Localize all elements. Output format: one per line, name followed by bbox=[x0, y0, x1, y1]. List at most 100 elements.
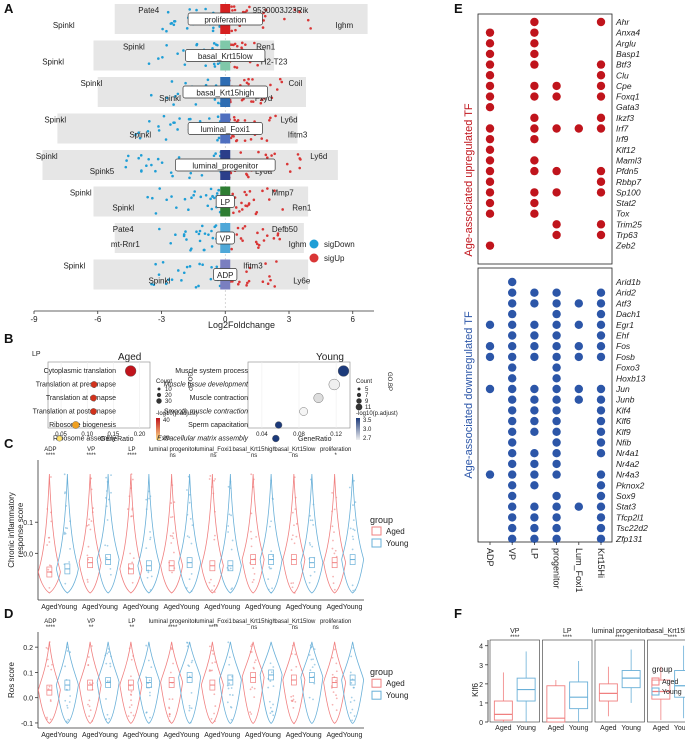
go-term-dot bbox=[328, 378, 340, 391]
volcano-point bbox=[203, 248, 206, 252]
violin-x-tick-label: Young bbox=[139, 732, 159, 739]
violin-jitter-point bbox=[106, 480, 109, 483]
volcano-point bbox=[266, 187, 269, 190]
volcano-point bbox=[161, 27, 164, 31]
tf-down-dot bbox=[596, 481, 606, 490]
tf-up-dot bbox=[596, 81, 606, 91]
violin-jitter-point bbox=[210, 486, 213, 488]
klf6-y-tick-label: 1 bbox=[479, 701, 483, 708]
violin-jitter-point bbox=[229, 487, 232, 490]
violin-shape bbox=[241, 473, 265, 594]
violin-jitter-point bbox=[309, 543, 312, 546]
volcano-point bbox=[204, 7, 207, 11]
violin-jitter-point bbox=[130, 658, 133, 661]
tf-down-dot bbox=[552, 406, 561, 415]
violin-jitter-point bbox=[107, 647, 110, 650]
group-name-label: proliferation bbox=[204, 16, 246, 25]
go-legend-count-title: Count bbox=[356, 379, 372, 385]
go-term-label: Smooth muscle contraction bbox=[164, 409, 249, 416]
volcano-panel: Log2Foldchange sigDown sigUp -9 -6 -3 0 3 6 Pa… bbox=[30, 2, 374, 330]
go-term-label: Sperm capacitation bbox=[188, 422, 248, 429]
go-legend-color-title: -log10(p.adjust) bbox=[156, 411, 198, 417]
klf6-facet-frame bbox=[594, 639, 645, 723]
volcano-point bbox=[273, 285, 277, 288]
tf-down-gene-label: Ehf bbox=[616, 331, 630, 341]
violin-jitter-point bbox=[294, 653, 297, 656]
violin-significance: ns bbox=[251, 625, 257, 631]
volcano-point bbox=[154, 262, 157, 266]
volcano-point bbox=[266, 156, 269, 159]
violin-jitter-point bbox=[313, 648, 316, 651]
tf-down-dot bbox=[530, 502, 539, 511]
tf-up-gene-label: Tox bbox=[616, 209, 630, 219]
klf6-x-tick-label: Aged bbox=[495, 725, 511, 732]
go-term-label: Translation at synapse bbox=[46, 395, 116, 402]
violin-jitter-point bbox=[190, 691, 193, 694]
violin-jitter-point bbox=[251, 643, 253, 646]
violin-jitter-point bbox=[335, 662, 338, 665]
tf-up-gene-label: Zeb2 bbox=[615, 241, 636, 251]
tf-down-dot bbox=[530, 342, 539, 351]
volcano-point bbox=[200, 224, 204, 228]
violin-jitter-point bbox=[172, 532, 175, 535]
violin-jitter-point bbox=[47, 568, 50, 571]
violin-jitter-point bbox=[127, 715, 130, 718]
violin-jitter-point bbox=[308, 696, 311, 699]
volcano-point bbox=[157, 273, 161, 276]
violin-jitter-point bbox=[170, 647, 173, 649]
tf-down-dot bbox=[508, 331, 517, 340]
violin-jitter-point bbox=[46, 658, 49, 661]
violin-x-tick-label: Aged bbox=[326, 732, 342, 739]
violin-shape bbox=[178, 473, 202, 594]
tf-up-dot bbox=[485, 145, 495, 154]
violin-jitter-point bbox=[86, 524, 89, 527]
violin-shape bbox=[218, 641, 242, 724]
volcano-point bbox=[247, 82, 250, 86]
violin-jitter-point bbox=[333, 648, 336, 651]
klf6-x-tick-label: Aged bbox=[548, 725, 564, 732]
volcano-point bbox=[261, 26, 265, 29]
violin-jitter-point bbox=[172, 662, 174, 665]
violin-jitter-point bbox=[293, 722, 295, 725]
violin-jitter-point bbox=[172, 537, 175, 540]
violin-jitter-point bbox=[171, 515, 174, 518]
volcano-point bbox=[275, 260, 278, 263]
violin-jitter-point bbox=[335, 697, 338, 700]
gene-label: H2-T23 bbox=[261, 58, 288, 67]
klf6-y-tick-label: 2 bbox=[479, 682, 483, 689]
violin-jitter-point bbox=[252, 567, 255, 570]
gene-label: Ly6a bbox=[255, 167, 273, 176]
tf-up-gene-label: Ikzf3 bbox=[616, 113, 634, 123]
violin-jitter-point bbox=[231, 539, 234, 542]
violin-y-tick-label: 0.0 bbox=[23, 696, 33, 703]
klf6-legend-label: Young bbox=[662, 689, 682, 696]
volcano-point bbox=[245, 270, 248, 273]
tf-down-dot bbox=[596, 299, 606, 308]
violin-jitter-point bbox=[353, 699, 356, 702]
violin-x-tick-label: Young bbox=[261, 732, 281, 739]
tf-up-dot bbox=[552, 220, 561, 229]
tf-down-gene-label: Pknox2 bbox=[616, 480, 645, 490]
volcano-point bbox=[298, 157, 302, 160]
volcano-point bbox=[169, 171, 173, 174]
volcano-point bbox=[170, 195, 173, 198]
violin-x-tick-label: Young bbox=[180, 732, 200, 739]
tf-down-gene-label: Tsc22d2 bbox=[616, 523, 648, 533]
violin-x-tick-label: Young bbox=[261, 604, 281, 611]
violin-jitter-point bbox=[105, 556, 108, 559]
volcano-point bbox=[239, 237, 243, 240]
volcano-point bbox=[188, 176, 191, 180]
volcano-point bbox=[147, 157, 150, 161]
group-name-box bbox=[187, 12, 263, 26]
tf-down-gene-label: Dach1 bbox=[616, 309, 641, 319]
gene-label: Ighm bbox=[335, 21, 353, 30]
tf-down-gene-label: Klf6 bbox=[616, 416, 631, 426]
violin-jitter-point bbox=[173, 551, 175, 554]
violin-group-label: LP bbox=[128, 619, 135, 625]
violin-jitter-point bbox=[333, 588, 336, 591]
tf-down-dot bbox=[508, 395, 517, 404]
violin-jitter-point bbox=[46, 508, 49, 510]
volcano-legend: sigDown sigUp bbox=[309, 239, 355, 263]
violin-x-tick-label: Aged bbox=[204, 732, 220, 739]
volcano-point bbox=[158, 227, 161, 231]
